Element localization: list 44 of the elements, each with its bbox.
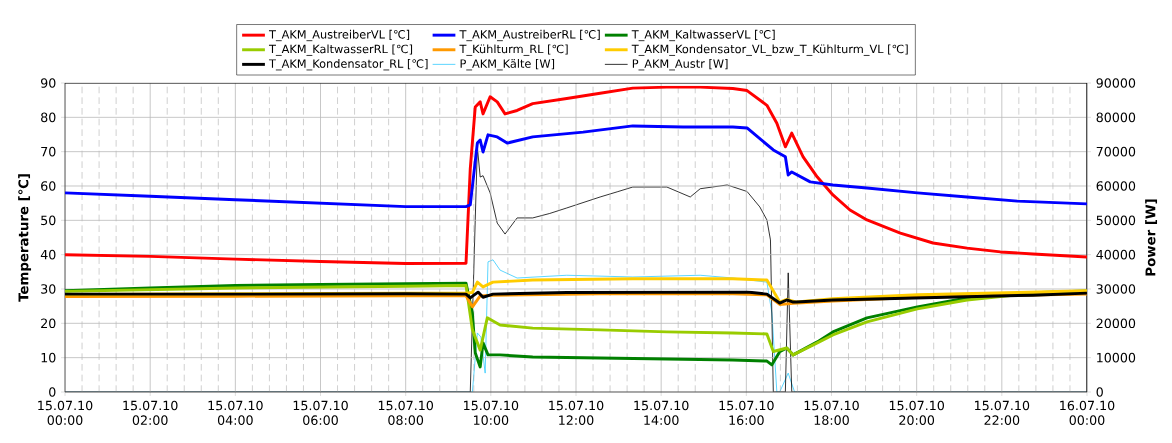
x-tick-label: 15.07.10 20:00 [889, 400, 945, 425]
x-tick-label: 15.07.10 14:00 [634, 400, 689, 425]
y-tick-label: 70 [41, 146, 56, 157]
x-tick-label: 15.07.10 16:00 [719, 400, 774, 425]
legend-label: T_Kühlturm_RL [℃] [459, 44, 568, 56]
x-tick-label: 15.07.10 18:00 [804, 400, 859, 425]
legend-label: P_AKM_Kälte [W] [460, 59, 555, 71]
y-tick-label: 40 [40, 249, 56, 260]
x-tick-label: 16.07.10 00:00 [1060, 400, 1115, 425]
legend-label: T_AKM_KaltwasserRL [℃] [268, 44, 413, 56]
y2-tick-label: 90000 [1096, 78, 1136, 88]
y-tick-label: 10 [41, 352, 56, 363]
x-tick-label: 15.07.10 10:00 [464, 400, 519, 425]
y-tick-label: 60 [41, 181, 56, 191]
legend-label: P_AKM_Austr [W] [632, 59, 728, 71]
y-tick-label: 30 [41, 284, 56, 294]
x-tick-label: 15.07.10 04:00 [208, 400, 263, 425]
y2-tick-label: 60000 [1096, 181, 1136, 191]
y2-tick-label: 20000 [1096, 318, 1136, 329]
x-tick-label: 15.07.10 06:00 [293, 400, 348, 425]
legend-label: T_AKM_AustreiberVL [℃] [268, 29, 410, 42]
y2-tick-label: 10000 [1097, 352, 1136, 363]
y-tick-label: 20 [41, 318, 56, 329]
legend-label: T_AKM_KaltwasserVL [℃] [631, 29, 775, 42]
y2-tick-label: 80000 [1096, 112, 1136, 123]
y-tick-label: 80 [41, 112, 56, 123]
y2-tick-label: 40000 [1096, 249, 1136, 260]
y2-axis-title: Power [W] [1145, 199, 1158, 276]
x-tick-label: 15.07.10 00:00 [38, 400, 93, 425]
x-tick-label: 15.07.10 22:00 [975, 400, 1030, 425]
legend-label: T_AKM_Kondensator_VL_bzw_T_Kühlturm_VL [℃] [631, 44, 908, 56]
x-tick-label: 15.07.10 02:00 [123, 400, 178, 425]
y-tick-label: 0 [49, 387, 56, 397]
x-tick-label: 15.07.10 12:00 [549, 400, 604, 425]
y2-tick-label: 50000 [1096, 215, 1136, 226]
y2-tick-label: 0 [1096, 387, 1103, 397]
y2-tick-label: 30000 [1096, 284, 1136, 294]
y-axis-title: Temperature [℃] [18, 174, 32, 302]
x-tick-label: 15.07.10 08:00 [378, 400, 434, 425]
legend-label: T_AKM_Kondensator_RL [℃] [268, 59, 428, 71]
y-tick-label: 90 [40, 78, 56, 88]
y2-tick-label: 70000 [1096, 146, 1136, 157]
y-tick-label: 50 [41, 215, 56, 226]
legend-label: T_AKM_AustreiberRL [℃] [459, 29, 600, 42]
